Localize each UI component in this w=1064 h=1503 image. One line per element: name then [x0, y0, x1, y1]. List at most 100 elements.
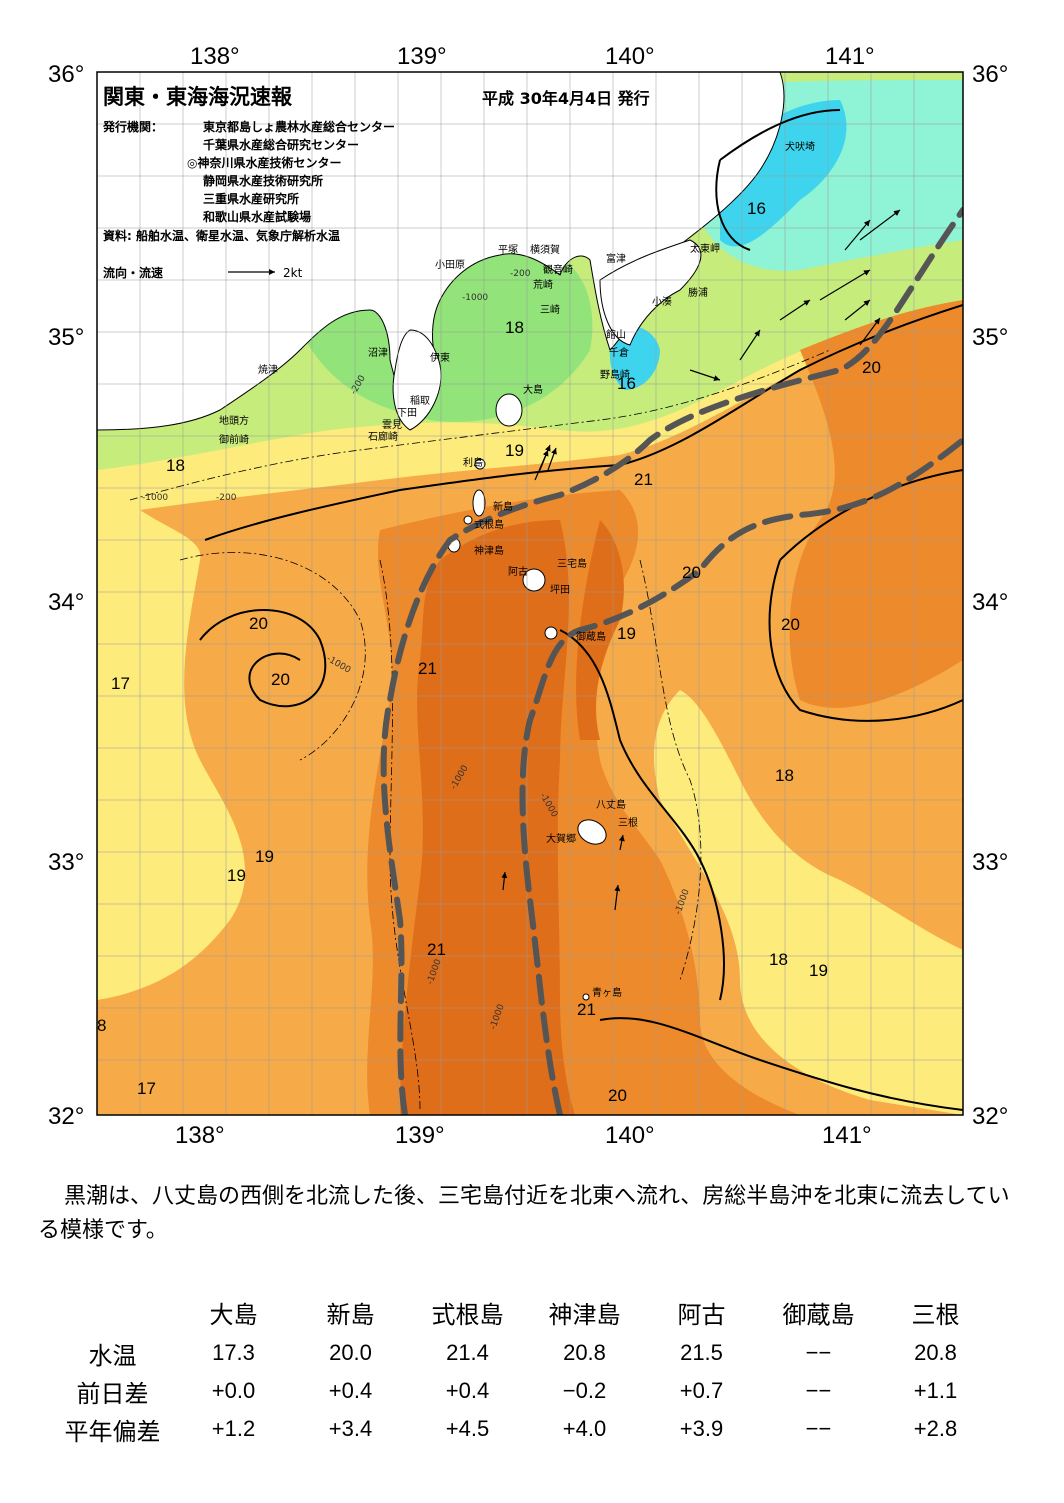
place-label: 三崎 — [540, 303, 560, 316]
isotherm-label: 17 — [137, 1079, 156, 1098]
lon-label: 139° — [397, 43, 447, 70]
isotherm-label: 19 — [255, 847, 274, 866]
issue-date: 平成 30年4月4日 発行 — [482, 89, 650, 108]
publisher-3: 静岡県水産技術研究所 — [203, 173, 323, 188]
isotherm-label: 19 — [227, 866, 246, 885]
map-field — [97, 72, 963, 1115]
lat-label: 32° — [972, 1103, 1008, 1130]
column-header: 三根 — [911, 1300, 960, 1329]
place-label: 阿古 — [508, 565, 528, 578]
place-label: 小田原 — [435, 259, 465, 271]
table-cell: 21.5 — [680, 1340, 723, 1365]
lat-label: 34° — [48, 589, 84, 616]
place-label: 青ヶ島 — [592, 986, 622, 999]
place-labels: 犬吠埼 太東岬 勝浦 小湊 富津 館山 千倉 野島崎 横須賀 観音崎 荒崎 三崎… — [219, 140, 815, 999]
lon-label: 140° — [605, 1122, 655, 1149]
temp-zone-17-18-north — [300, 249, 593, 422]
place-label: 小湊 — [652, 295, 672, 308]
isotherm-label: 20 — [862, 358, 881, 377]
publisher-2: ◎神奈川県水産技術センター — [187, 155, 341, 170]
publisher-0: 東京都島しょ農林水産総合センター — [203, 119, 395, 134]
column-header: 新島 — [326, 1300, 375, 1329]
sea-temperature-map: 138° 139° 140° 141° 138° 139° 140° 141° … — [48, 43, 1008, 1149]
place-label: 八丈島 — [596, 798, 626, 811]
place-label: 焼津 — [258, 364, 278, 376]
table-cell: +1.2 — [211, 1416, 256, 1441]
isotherm-label: 8 — [97, 1016, 106, 1035]
isotherm-label: 20 — [271, 670, 290, 689]
land-izu — [392, 329, 442, 431]
table-cell: 20.0 — [329, 1340, 372, 1365]
table-corner — [50, 1290, 175, 1334]
place-label: 坪田 — [550, 583, 570, 596]
lat-label: 35° — [48, 324, 84, 351]
place-label: 神津島 — [474, 544, 504, 557]
column-header: 阿古 — [677, 1300, 726, 1329]
isotherm-labels: 16 18 16 20 19 21 18 20 20 20 19 20 21 1… — [97, 199, 881, 1105]
place-label: 御蔵島 — [576, 630, 606, 643]
table-cell: +2.8 — [913, 1416, 958, 1441]
isotherm-label: 18 — [769, 950, 788, 969]
isotherm-label: 18 — [775, 766, 794, 785]
land-boso — [599, 239, 702, 346]
place-label: 観音崎 — [543, 263, 573, 276]
table-cell: +3.9 — [679, 1416, 724, 1441]
island-toshima — [474, 458, 486, 470]
table-cell: +0.4 — [445, 1378, 490, 1403]
place-label: 荒崎 — [533, 278, 553, 291]
place-label: 新島 — [493, 500, 513, 513]
column-header: 大島 — [209, 1300, 258, 1329]
table-cell: +1.1 — [913, 1378, 958, 1403]
depth-label: -200 — [216, 493, 237, 503]
row-header: 水温 — [88, 1341, 137, 1370]
place-label: 勝浦 — [688, 286, 708, 299]
table-cell: 21.4 — [446, 1340, 489, 1365]
table-cell: −− — [805, 1340, 832, 1365]
lon-label: 141° — [825, 43, 875, 70]
table-cell: −− — [805, 1378, 832, 1403]
place-label: 大賀郷 — [546, 832, 576, 845]
table-cell: +0.0 — [211, 1378, 256, 1403]
kuroshio-axis — [380, 207, 963, 1115]
place-label: 富津 — [606, 252, 626, 265]
isotherm-label: 19 — [505, 441, 524, 460]
table-row: 平年偏差 +1.2 +3.4 +4.5 +4.0 +3.9 −− +2.8 — [50, 1410, 994, 1448]
isotherm-label: 20 — [608, 1086, 627, 1105]
legend-label: 流向・流速 — [103, 265, 163, 280]
lon-labels-bottom: 138° 139° 140° 141° — [175, 1122, 872, 1149]
lat-label: 33° — [972, 849, 1008, 876]
table-cell: +4.0 — [562, 1416, 607, 1441]
island-oshima — [495, 393, 523, 427]
table-row: 前日差 +0.0 +0.4 +0.4 −0.2 +0.7 −− +1.1 — [50, 1372, 994, 1410]
place-label: 沼津 — [368, 346, 388, 359]
isotherm-label: 19 — [809, 961, 828, 980]
lat-label: 35° — [972, 324, 1008, 351]
place-label: 伊東 — [430, 351, 450, 364]
place-label: 犬吠埼 — [785, 140, 815, 153]
isotherm-label: 21 — [577, 1000, 596, 1019]
isotherm-label: 21 — [427, 940, 446, 959]
place-label: 三根 — [618, 816, 638, 829]
lat-label: 32° — [48, 1103, 84, 1130]
station-temperature-table: 大島 新島 式根島 神津島 阿古 御蔵島 三根 水温 17.3 20.0 21.… — [50, 1290, 994, 1448]
island-niijima — [472, 489, 486, 517]
place-label: 御前崎 — [219, 433, 249, 446]
isotherm-label: 17 — [111, 674, 130, 693]
place-label: 横須賀 — [530, 243, 560, 256]
place-label: 三宅島 — [557, 557, 587, 570]
place-label: 館山 — [606, 328, 626, 341]
table-cell: −0.2 — [562, 1378, 607, 1403]
isotherm-label: 20 — [781, 615, 800, 634]
lon-label: 141° — [822, 1122, 872, 1149]
row-header: 前日差 — [76, 1379, 149, 1408]
island-aogashima — [582, 993, 590, 1001]
place-label: 下田 — [397, 408, 417, 419]
publisher-4: 三重県水産研究所 — [203, 191, 299, 206]
data-sources: 資料: 船舶水温、衛星水温、気象庁解析水温 — [103, 228, 340, 243]
lon-label: 138° — [175, 1122, 225, 1149]
column-header: 神津島 — [548, 1300, 621, 1329]
table-cell: +0.7 — [679, 1378, 724, 1403]
place-label: 利島 — [463, 456, 483, 469]
column-header: 式根島 — [431, 1300, 504, 1329]
depth-label: -200 — [510, 269, 531, 279]
